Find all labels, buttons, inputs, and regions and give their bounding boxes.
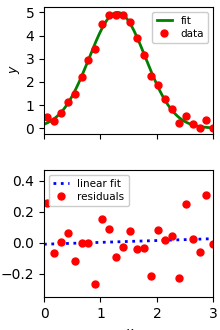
data <box>46 115 48 119</box>
residuals <box>122 245 125 248</box>
linear fit <box>43 242 45 246</box>
residuals <box>205 193 208 197</box>
residuals <box>143 246 145 250</box>
fit <box>143 54 146 58</box>
data <box>129 20 131 24</box>
residuals <box>136 247 138 251</box>
data <box>115 13 117 16</box>
X-axis label: x: x <box>125 326 132 330</box>
data <box>73 92 76 96</box>
data <box>163 97 166 101</box>
data <box>198 126 201 130</box>
residuals <box>191 237 194 241</box>
data <box>101 22 104 26</box>
data <box>184 114 187 118</box>
Line: fit: fit <box>44 13 213 128</box>
data <box>170 107 173 111</box>
residuals <box>163 238 166 242</box>
linear fit <box>143 239 146 243</box>
residuals <box>80 241 83 245</box>
Y-axis label: y: y <box>7 67 20 74</box>
fit <box>116 11 119 15</box>
data <box>191 122 194 126</box>
data <box>136 36 138 40</box>
linear fit <box>146 239 149 243</box>
Legend: fit, data: fit, data <box>152 12 208 43</box>
data <box>66 100 69 104</box>
residuals <box>177 276 180 280</box>
data <box>87 58 90 62</box>
fit <box>43 122 45 126</box>
Legend: linear fit, residuals: linear fit, residuals <box>49 175 129 206</box>
residuals <box>170 234 173 238</box>
Line: data: data <box>43 11 217 131</box>
linear fit <box>185 238 188 242</box>
data <box>94 47 97 51</box>
residuals <box>212 242 215 246</box>
data <box>157 83 159 87</box>
residuals <box>87 241 90 245</box>
residuals <box>129 229 131 233</box>
residuals <box>73 259 76 263</box>
Line: residuals: residuals <box>43 192 217 287</box>
linear fit <box>43 242 46 246</box>
Line: linear fit: linear fit <box>44 239 213 244</box>
data <box>80 75 83 79</box>
residuals <box>150 275 152 279</box>
residuals <box>52 251 55 255</box>
fit <box>144 55 147 59</box>
residuals <box>157 228 159 232</box>
residuals <box>184 202 187 206</box>
residuals <box>59 240 62 244</box>
data <box>59 111 62 115</box>
residuals <box>66 231 69 235</box>
residuals <box>198 250 201 254</box>
residuals <box>94 281 97 285</box>
residuals <box>115 255 117 259</box>
linear fit <box>212 237 215 241</box>
residuals <box>101 217 104 221</box>
data <box>150 74 152 78</box>
data <box>108 13 111 17</box>
data <box>212 126 215 130</box>
fit <box>212 126 215 130</box>
residuals <box>108 227 111 231</box>
fit <box>43 122 46 126</box>
fit <box>186 121 189 125</box>
linear fit <box>143 239 146 243</box>
data <box>52 119 55 123</box>
data <box>122 14 125 17</box>
fit <box>147 62 150 66</box>
data <box>205 118 208 122</box>
fit <box>197 124 199 128</box>
data <box>143 53 145 57</box>
data <box>177 120 180 124</box>
residuals <box>46 201 48 205</box>
linear fit <box>196 237 199 241</box>
